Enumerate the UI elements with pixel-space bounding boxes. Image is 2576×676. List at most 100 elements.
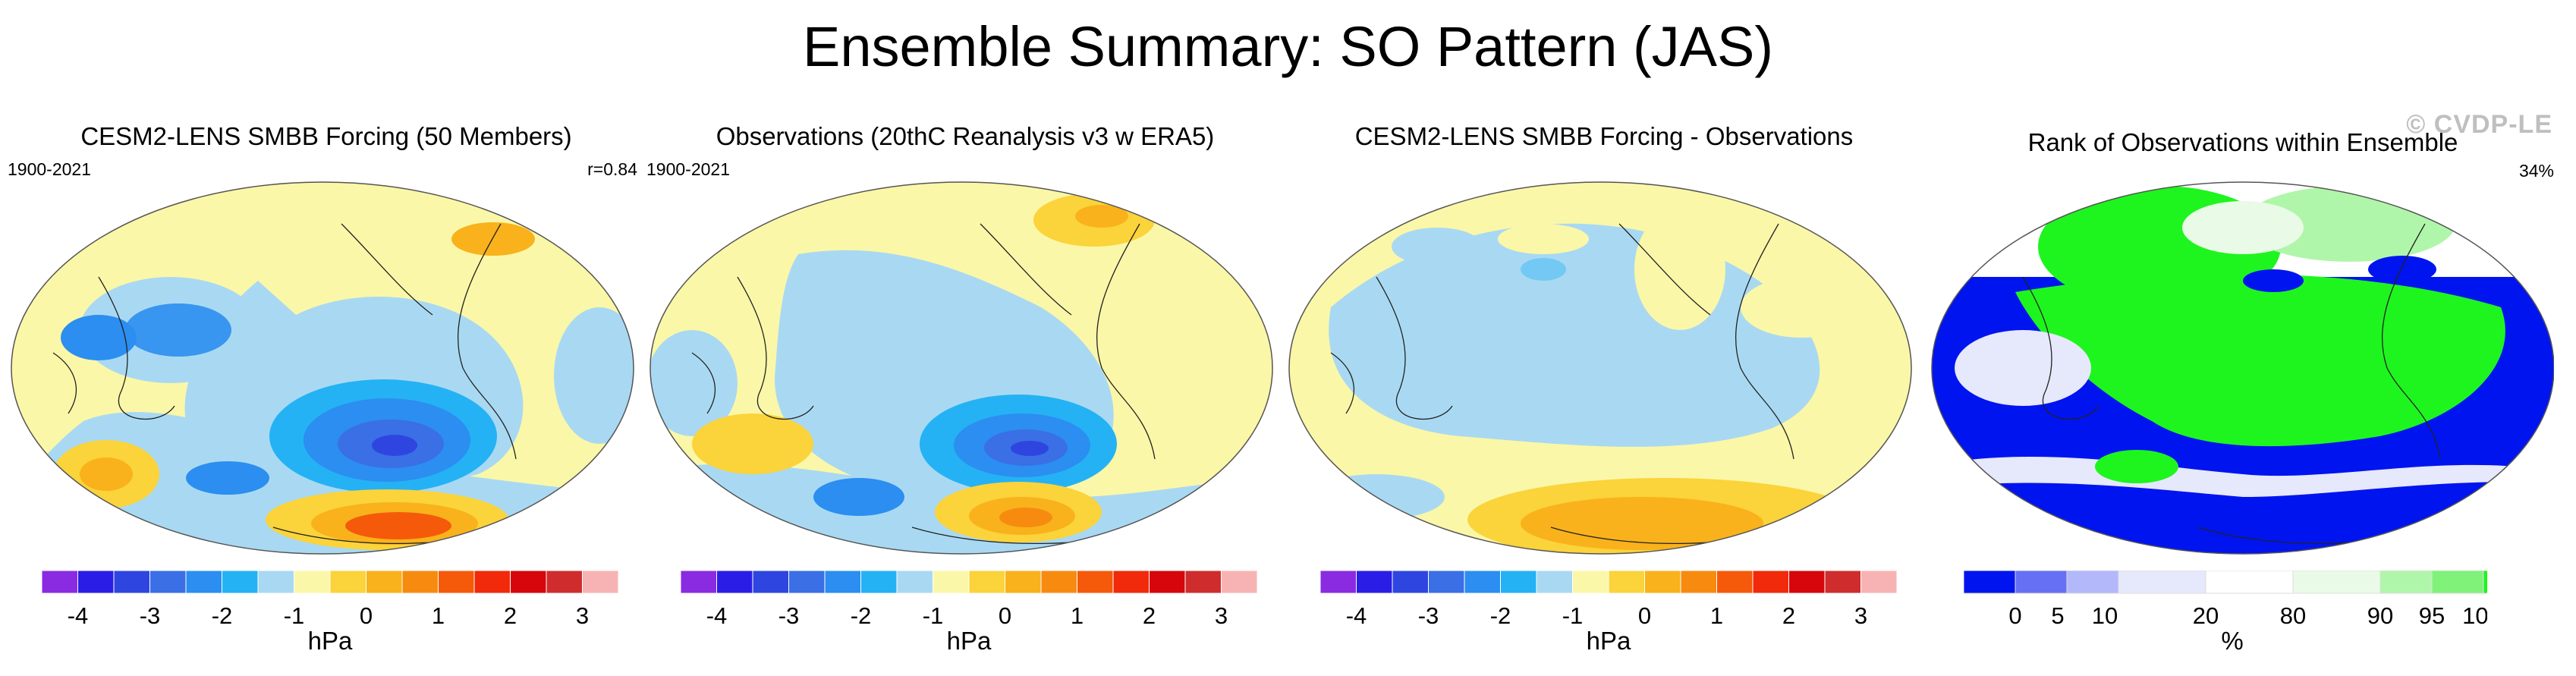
panel-observations: Observations (20thC Reanalysis v3 w ERA5… [646,114,1284,671]
colorbar-rank: 0 5 10 20 80 90 95 100 [1964,571,2487,627]
colorbar-swatch [401,571,439,594]
colorbar-swatch [896,571,933,594]
colorbar-swatch [1860,571,1897,594]
colorbar-svg: -4-3-2-101234 [1320,571,1897,627]
colorbar-swatch [1320,571,1357,594]
colorbar-unit: hPa [1586,627,1631,655]
panel-rank: Rank of Observations within Ensemble 34% [1924,110,2562,671]
colorbar-swatch [2015,571,2068,594]
colorbar-swatch [1824,571,1861,594]
colorbar-swatch [716,571,753,594]
colorbar-tick-label: 90 [2367,602,2393,627]
colorbar-swatch [1184,571,1222,594]
colorbar-observations: -4-3-2-101234 [681,571,1257,627]
panel-difference: CESM2-LENS SMBB Forcing - Observations [1285,114,1923,671]
map-rank [1931,181,2554,555]
colorbar-swatch [1536,571,1573,594]
colorbar-tick-label: 3 [1854,602,1867,627]
colorbar-swatch [1005,571,1042,594]
colorbar-swatch [294,571,331,594]
period-label: 1900-2021 [646,159,730,179]
colorbar-swatch [2205,571,2294,594]
colorbar-tick-label: -2 [851,602,872,627]
colorbar-tick-label: -1 [1562,602,1584,627]
colorbar-tick-label: -4 [68,602,89,627]
colorbar-tick-label: 3 [1215,602,1228,627]
colorbar-tick-label: 3 [576,602,589,627]
colorbar-tick-label: -3 [140,602,161,627]
colorbar-tick-label: -2 [212,602,233,627]
colorbar-swatch [933,571,970,594]
colorbar-swatch [473,571,511,594]
colorbar-svg: -4-3-2-101234 [681,571,1257,627]
colorbar-swatch [1680,571,1717,594]
colorbar-swatch [2379,571,2433,594]
colorbar-tick-label: 1 [1071,602,1084,627]
colorbar-tick-label: 0 [999,602,1011,627]
colorbar-tick-label: 80 [2280,602,2306,627]
colorbar-svg: 0 5 10 20 80 90 95 100 [1964,571,2487,627]
map-difference [1288,181,1912,555]
colorbar-tick-label: 0 [2008,602,2021,627]
colorbar-swatch [1752,571,1789,594]
colorbar-swatch [2066,571,2119,594]
map-observations [650,181,1273,555]
colorbar-swatch [968,571,1005,594]
colorbar-swatch [366,571,403,594]
colorbar-swatch [582,571,618,594]
colorbar-swatch [752,571,789,594]
panel-title: Rank of Observations within Ensemble [2027,128,2458,156]
colorbar-swatch [1428,571,1465,594]
colorbar-swatch [1356,571,1393,594]
colorbar-tick-label: 20 [2193,602,2219,627]
colorbar-unit: % [2221,627,2244,655]
rank-percent-label: 34% [2518,161,2554,181]
colorbar-swatch [1608,571,1645,594]
colorbar-swatch [42,571,78,594]
colorbar-tick-label: 1 [1710,602,1723,627]
colorbar-tick-label: 2 [1143,602,1156,627]
colorbar-swatch [1572,571,1609,594]
colorbar-swatch [1500,571,1537,594]
colorbar-swatch [1788,571,1826,594]
colorbar-svg: -4-3-2-101234 [42,571,618,627]
panel-title: CESM2-LENS SMBB Forcing - Observations [1354,122,1854,150]
panel-title: CESM2-LENS SMBB Forcing (50 Members) [80,122,572,150]
colorbar-swatch [1077,571,1114,594]
cvdp-watermark: © CVDP-LE [2406,110,2552,139]
colorbar-swatch [2118,571,2206,594]
colorbar-tick-label: 0 [1638,602,1651,627]
colorbar-swatch [222,571,259,594]
colorbar-swatch [510,571,547,594]
colorbar-swatch [788,571,826,594]
colorbar-unit: hPa [946,627,992,655]
colorbar-swatch [1644,571,1681,594]
colorbar-tick-label: 100 [2462,602,2487,627]
colorbar-tick-label: -3 [1418,602,1439,627]
colorbar-tick-label: 1 [432,602,445,627]
colorbar-swatch [1149,571,1186,594]
colorbar-swatch [113,571,150,594]
colorbar-tick-label: -4 [706,602,728,627]
colorbar-swatch [149,571,187,594]
colorbar-tick-label: -2 [1490,602,1511,627]
colorbar-tick-label: 95 [2419,602,2445,627]
colorbar-swatch [546,571,583,594]
colorbar-swatch [77,571,115,594]
colorbar-swatch [1112,571,1150,594]
colorbar-swatch [1464,571,1501,594]
figure-title: Ensemble Summary: SO Pattern (JAS) [803,15,1773,78]
colorbar-cesm2: -4-3-2-101234 [42,571,618,627]
period-label: 1900-2021 [8,159,91,179]
colorbar-tick-label: -1 [284,602,305,627]
correlation-label: r=0.84 [587,159,637,179]
colorbar-unit: hPa [307,627,353,655]
colorbar-tick-label: 10 [2092,602,2118,627]
colorbar-tick-label: -1 [923,602,944,627]
colorbar-swatch [681,571,717,594]
colorbar-swatch [329,571,366,594]
colorbar-swatch [1964,571,2016,594]
colorbar-tick-label: -3 [778,602,800,627]
colorbar-swatch [2483,571,2487,594]
colorbar-swatch [1716,571,1754,594]
